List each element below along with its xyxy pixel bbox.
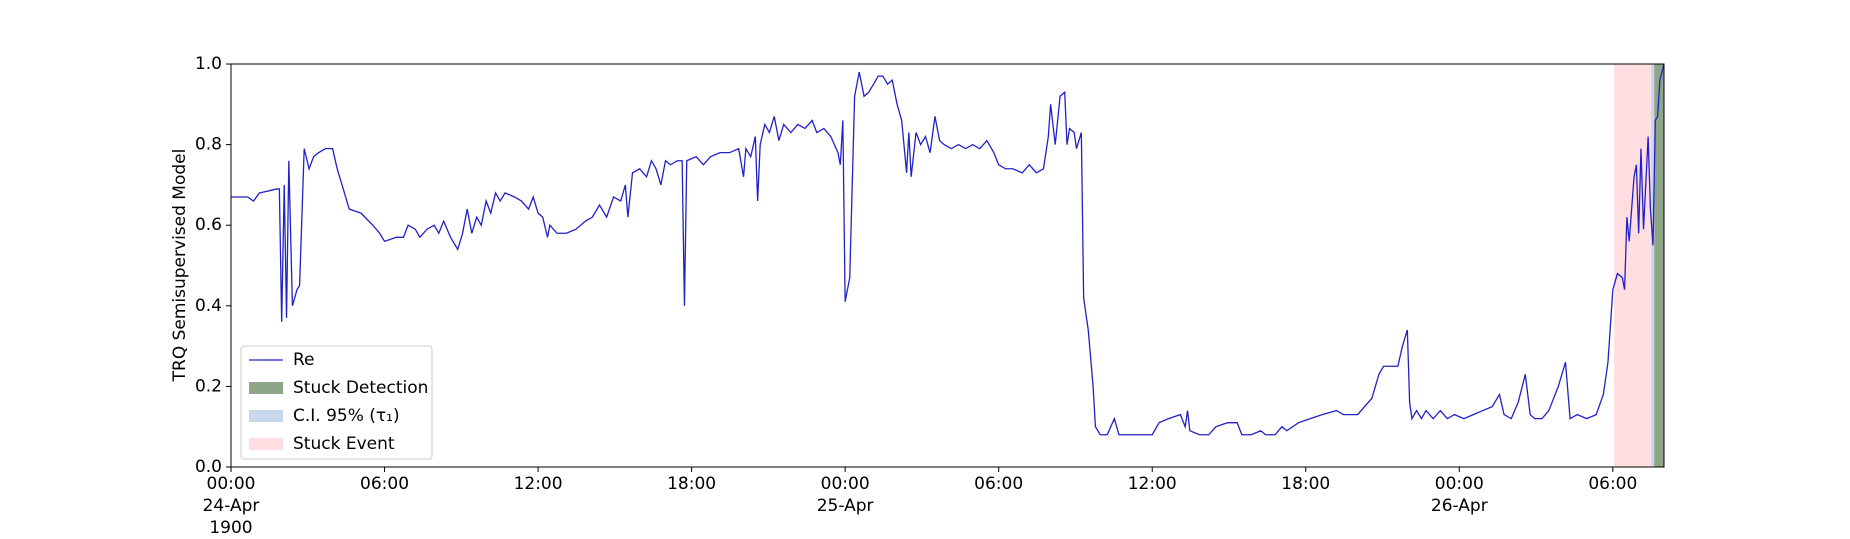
legend-patch [249,382,283,394]
x-tick-label: 18:00 [667,474,717,494]
y-tick-label: 1.0 [195,54,222,74]
legend-label: Stuck Event [293,434,395,454]
x-tick-label: 12:00 [1127,474,1177,494]
chart: TRQ Semisupervised Model 0.0 0.2 0.4 0.6 0.8… [170,54,1665,477]
x-tick-label: 06:00 [1588,474,1638,494]
legend-label: C.I. 95% (τ₁) [293,406,400,426]
x-tick-label: 12:00 [513,474,563,494]
y-tick-label: 0.4 [195,296,222,316]
legend-patch [249,410,283,422]
plot-frame [230,63,1665,468]
y-axis-label: TRQ Semisupervised Model [170,149,190,383]
y-tick-label: 0.8 [195,135,222,155]
legend: Re Stuck Detection C.I. 95% (τ₁) Stuck Even… [240,345,433,460]
page: {"chart_data": {"type": "line", "ylabel"… [170,54,1665,538]
x-tick-label: 06:00 [974,474,1024,494]
line [231,63,1665,436]
x-tick-label: 00:00 24-Apr 1900 [202,474,260,538]
y-tick-label: 0.6 [195,215,222,235]
legend-patch [249,438,283,450]
span [1654,64,1664,467]
span [1651,64,1655,467]
legend-label: Stuck Detection [293,378,428,398]
y-tick-label: 0.0 [195,457,222,477]
y-tick-label: 0.2 [195,376,222,396]
x-tick-label: 18:00 [1281,474,1331,494]
legend-label: Re [293,350,315,370]
x-tick-label: 00:00 26-Apr [1430,474,1488,516]
x-tick-label: 00:00 25-Apr [816,474,874,516]
x-tick-label: 06:00 [360,474,410,494]
legend-frame [240,345,433,460]
